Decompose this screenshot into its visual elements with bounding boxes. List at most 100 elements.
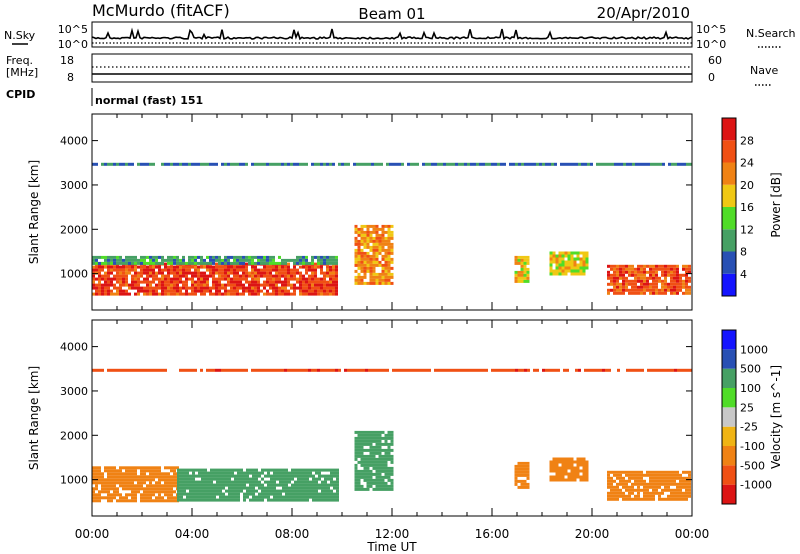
heatmap-cell [237, 477, 240, 481]
heatmap-cell [682, 479, 685, 483]
heatmap-cell [625, 497, 628, 501]
heatmap-cell [643, 264, 646, 268]
heatmap-cell [570, 257, 574, 261]
heatmap-cell [233, 268, 236, 272]
heatmap-cell [303, 480, 306, 484]
heatmap-cell [104, 481, 107, 485]
heatmap-cell [646, 497, 649, 501]
beam-title: Beam 01 [358, 5, 425, 23]
heatmap-cell [219, 468, 222, 472]
heatmap-cell [317, 286, 320, 290]
heatmap-cell [632, 368, 635, 372]
heatmap-cell [573, 263, 577, 267]
heatmap-cell [119, 368, 122, 372]
velocity-x-ticks [91, 320, 693, 516]
heatmap-cell [198, 474, 201, 478]
heatmap-cell [297, 468, 300, 472]
heatmap-cell [526, 464, 530, 468]
heatmap-cell [635, 368, 638, 372]
heatmap-cell [267, 474, 270, 478]
heatmap-cell [191, 286, 194, 290]
heatmap-cell [299, 368, 302, 372]
heatmap-cell [625, 488, 628, 492]
heatmap-cell [257, 268, 260, 272]
heatmap-cell [188, 261, 191, 265]
heatmap-cell [299, 289, 302, 293]
heatmap-cell [191, 289, 194, 293]
heatmap-cell [637, 476, 640, 480]
heatmap-cell [245, 280, 248, 284]
heatmap-cell [357, 260, 361, 264]
heatmap-cell [288, 492, 291, 496]
heatmap-cell [662, 162, 665, 166]
heatmap-cell [98, 478, 101, 482]
heatmap-cell [305, 292, 308, 296]
heatmap-cell [634, 497, 637, 501]
heatmap-cell [381, 448, 385, 452]
heatmap-cell [312, 492, 315, 496]
heatmap-cell [167, 481, 170, 485]
heatmap-cell [296, 286, 299, 290]
heatmap-cell [564, 472, 568, 476]
heatmap-cell [239, 268, 242, 272]
heatmap-cell [670, 473, 673, 477]
heatmap-cell [92, 162, 95, 166]
heatmap-cell [173, 292, 176, 296]
heatmap-cell [257, 274, 260, 278]
heatmap-cell [366, 239, 370, 243]
heatmap-cell [203, 277, 206, 281]
heatmap-cell [655, 285, 658, 289]
heatmap-cell [206, 280, 209, 284]
heatmap-cell [549, 269, 553, 273]
heatmap-cell [390, 484, 394, 488]
heatmap-cell [140, 466, 143, 470]
heatmap-cell [294, 492, 297, 496]
heatmap-cell [363, 457, 367, 461]
heatmap-cell [682, 491, 685, 495]
heatmap-cell [167, 472, 170, 476]
heatmap-cell [104, 478, 107, 482]
heatmap-cell [410, 162, 413, 166]
heatmap-cell [372, 281, 376, 285]
heatmap-cell [381, 278, 385, 282]
heatmap-cell [224, 368, 227, 372]
heatmap-cell [576, 266, 580, 270]
heatmap-cell [512, 368, 515, 372]
heatmap-cell [297, 474, 300, 478]
heatmap-cell [200, 368, 203, 372]
heatmap-cell [254, 292, 257, 296]
heatmap-cell [317, 255, 320, 259]
heatmap-cell [585, 463, 589, 467]
heatmap-cell [643, 270, 646, 274]
heatmap-cell [610, 497, 613, 501]
heatmap-cell [616, 282, 619, 286]
heatmap-cell [631, 491, 634, 495]
heatmap-cell [561, 251, 565, 255]
heatmap-cell [273, 498, 276, 502]
heatmap-cell [206, 261, 209, 265]
heatmap-cell [140, 499, 143, 503]
heatmap-cell [290, 368, 293, 372]
heatmap-cell [315, 489, 318, 493]
heatmap-cell [164, 481, 167, 485]
heatmap-cell [119, 289, 122, 293]
heatmap-cell [410, 368, 413, 372]
heatmap-cell [131, 481, 134, 485]
heatmap-cell [353, 368, 356, 372]
heatmap-cell [143, 496, 146, 500]
heatmap-cell [384, 457, 388, 461]
heatmap-cell [275, 286, 278, 290]
heatmap-cell [240, 480, 243, 484]
heatmap-cell [551, 162, 554, 166]
heatmap-cell [158, 484, 161, 488]
heatmap-cell [293, 268, 296, 272]
heatmap-cell [285, 498, 288, 502]
heatmap-cell [558, 272, 562, 276]
heatmap-cell [514, 279, 518, 283]
heatmap-cell [555, 260, 559, 264]
heatmap-cell [284, 286, 287, 290]
heatmap-cell [643, 479, 646, 483]
heatmap-cell [284, 280, 287, 284]
heatmap-cell [652, 276, 655, 280]
heatmap-cell [354, 254, 358, 258]
